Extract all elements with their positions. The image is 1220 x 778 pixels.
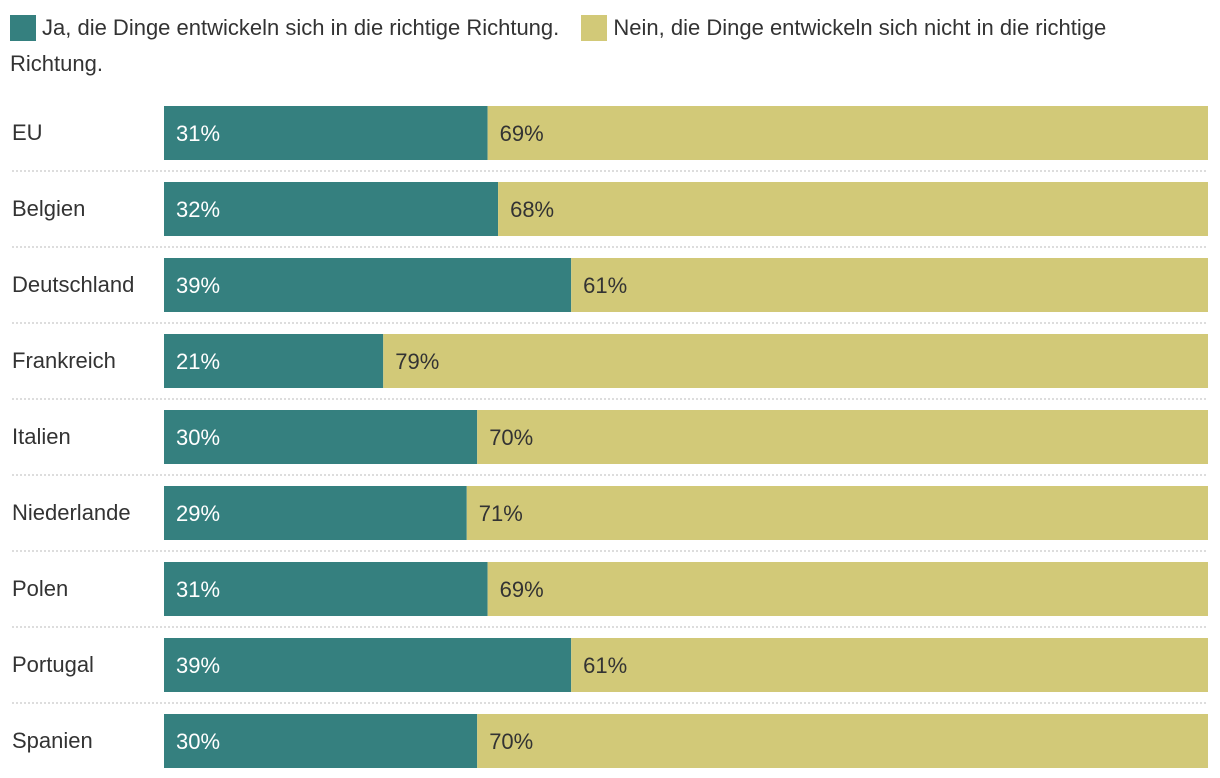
category-label: Portugal xyxy=(12,652,94,677)
bar-yes xyxy=(164,182,499,236)
value-label-yes: 39% xyxy=(176,653,220,678)
legend-item-yes: Ja, die Dinge entwickeln sich in die ric… xyxy=(10,15,560,41)
bar-no xyxy=(571,258,1208,312)
bar-no xyxy=(477,410,1208,464)
bar-yes xyxy=(164,106,488,160)
value-label-no: 70% xyxy=(489,729,533,754)
legend-item-no: Nein, die Dinge entwickeln sich nicht in… xyxy=(10,15,1106,76)
category-label: Belgien xyxy=(12,196,85,221)
legend-label-yes: Ja, die Dinge entwickeln sich in die ric… xyxy=(42,15,560,40)
value-label-no: 61% xyxy=(583,273,627,298)
value-label-yes: 21% xyxy=(176,349,220,374)
bar-no xyxy=(466,486,1208,540)
value-label-yes: 31% xyxy=(176,121,220,146)
bar-no xyxy=(487,562,1208,616)
value-label-no: 69% xyxy=(500,577,544,602)
bar-no xyxy=(571,638,1208,692)
bar-yes xyxy=(164,638,572,692)
value-label-yes: 32% xyxy=(176,197,220,222)
value-label-yes: 30% xyxy=(176,729,220,754)
category-label: Spanien xyxy=(12,728,93,753)
bar-no xyxy=(383,334,1208,388)
legend-label-no: Nein, die Dinge entwickeln sich nicht in… xyxy=(10,15,1107,76)
category-label: Niederlande xyxy=(12,500,131,525)
value-label-yes: 39% xyxy=(176,273,220,298)
bar-yes xyxy=(164,486,467,540)
value-label-no: 61% xyxy=(583,653,627,678)
value-label-no: 68% xyxy=(510,197,554,222)
category-label: Deutschland xyxy=(12,272,134,297)
legend-swatch-yes xyxy=(10,15,36,41)
value-label-no: 70% xyxy=(489,425,533,450)
category-label: Frankreich xyxy=(12,348,116,373)
category-label: Italien xyxy=(12,424,71,449)
bar-yes xyxy=(164,258,572,312)
value-label-no: 71% xyxy=(479,501,523,526)
value-label-yes: 30% xyxy=(176,425,220,450)
bar-yes xyxy=(164,334,384,388)
category-label: Polen xyxy=(12,576,68,601)
bar-no xyxy=(487,106,1208,160)
bar-yes xyxy=(164,714,478,768)
bar-yes xyxy=(164,410,478,464)
bar-no xyxy=(477,714,1208,768)
bar-yes xyxy=(164,562,488,616)
value-label-no: 79% xyxy=(395,349,439,374)
bar-no xyxy=(498,182,1209,236)
value-label-yes: 29% xyxy=(176,501,220,526)
value-label-no: 69% xyxy=(500,121,544,146)
category-label: EU xyxy=(12,120,43,145)
value-label-yes: 31% xyxy=(176,577,220,602)
legend-swatch-no xyxy=(581,15,608,41)
legend: Ja, die Dinge entwickeln sich in die ric… xyxy=(10,10,1210,82)
